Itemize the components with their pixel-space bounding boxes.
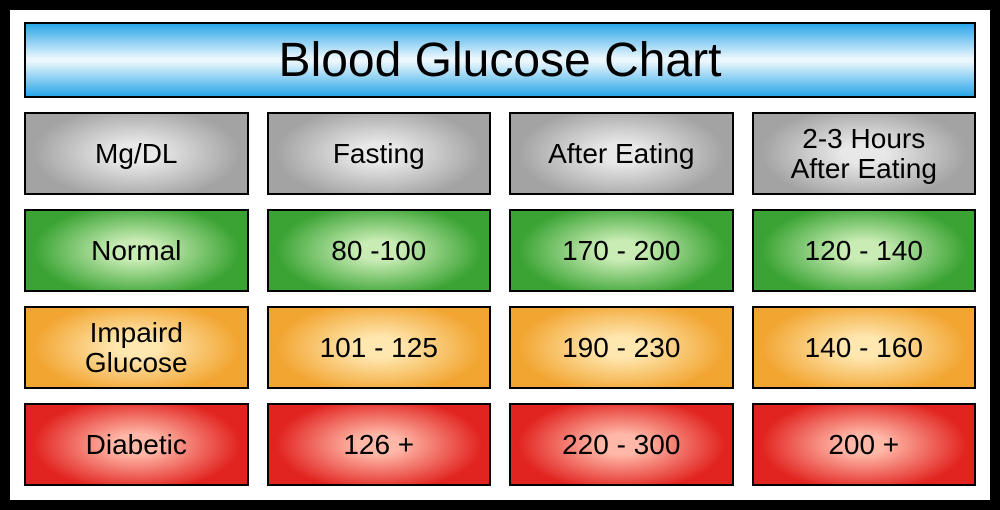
cell-1-0: 101 - 125: [267, 306, 492, 389]
cell-1-2: 140 - 160: [752, 306, 977, 389]
cell-0-1-text: 170 - 200: [562, 236, 680, 265]
cell-1-0-text: 101 - 125: [320, 333, 438, 362]
column-header-0: Mg/DL: [24, 112, 249, 195]
chart-frame: Blood Glucose Chart Mg/DL Fasting After Ea…: [0, 0, 1000, 510]
cell-0-0-text: 80 -100: [331, 236, 426, 265]
cell-1-1: 190 - 230: [509, 306, 734, 389]
cell-0-0: 80 -100: [267, 209, 492, 292]
cell-1-1-text: 190 - 230: [562, 333, 680, 362]
cell-2-1: 220 - 300: [509, 403, 734, 486]
cell-1-2-text: 140 - 160: [805, 333, 923, 362]
column-header-1-text: Fasting: [333, 139, 425, 168]
chart-grid: Mg/DL Fasting After Eating 2-3 Hours After …: [24, 112, 976, 486]
cell-0-2-text: 120 - 140: [805, 236, 923, 265]
column-header-3: 2-3 Hours After Eating: [752, 112, 977, 195]
row-label-2-text: Diabetic: [86, 430, 187, 459]
column-header-0-text: Mg/DL: [95, 139, 177, 168]
row-label-1-text: Impaird Glucose: [85, 318, 188, 377]
cell-2-2-text: 200 +: [828, 430, 899, 459]
row-label-2: Diabetic: [24, 403, 249, 486]
row-label-0: Normal: [24, 209, 249, 292]
column-header-1: Fasting: [267, 112, 492, 195]
cell-2-0: 126 +: [267, 403, 492, 486]
cell-0-2: 120 - 140: [752, 209, 977, 292]
row-label-1: Impaird Glucose: [24, 306, 249, 389]
row-label-0-text: Normal: [91, 236, 181, 265]
cell-2-1-text: 220 - 300: [562, 430, 680, 459]
column-header-2-text: After Eating: [548, 139, 694, 168]
chart-title: Blood Glucose Chart: [24, 22, 976, 98]
cell-2-0-text: 126 +: [343, 430, 414, 459]
cell-0-1: 170 - 200: [509, 209, 734, 292]
cell-2-2: 200 +: [752, 403, 977, 486]
column-header-3-text: 2-3 Hours After Eating: [791, 124, 937, 183]
column-header-2: After Eating: [509, 112, 734, 195]
